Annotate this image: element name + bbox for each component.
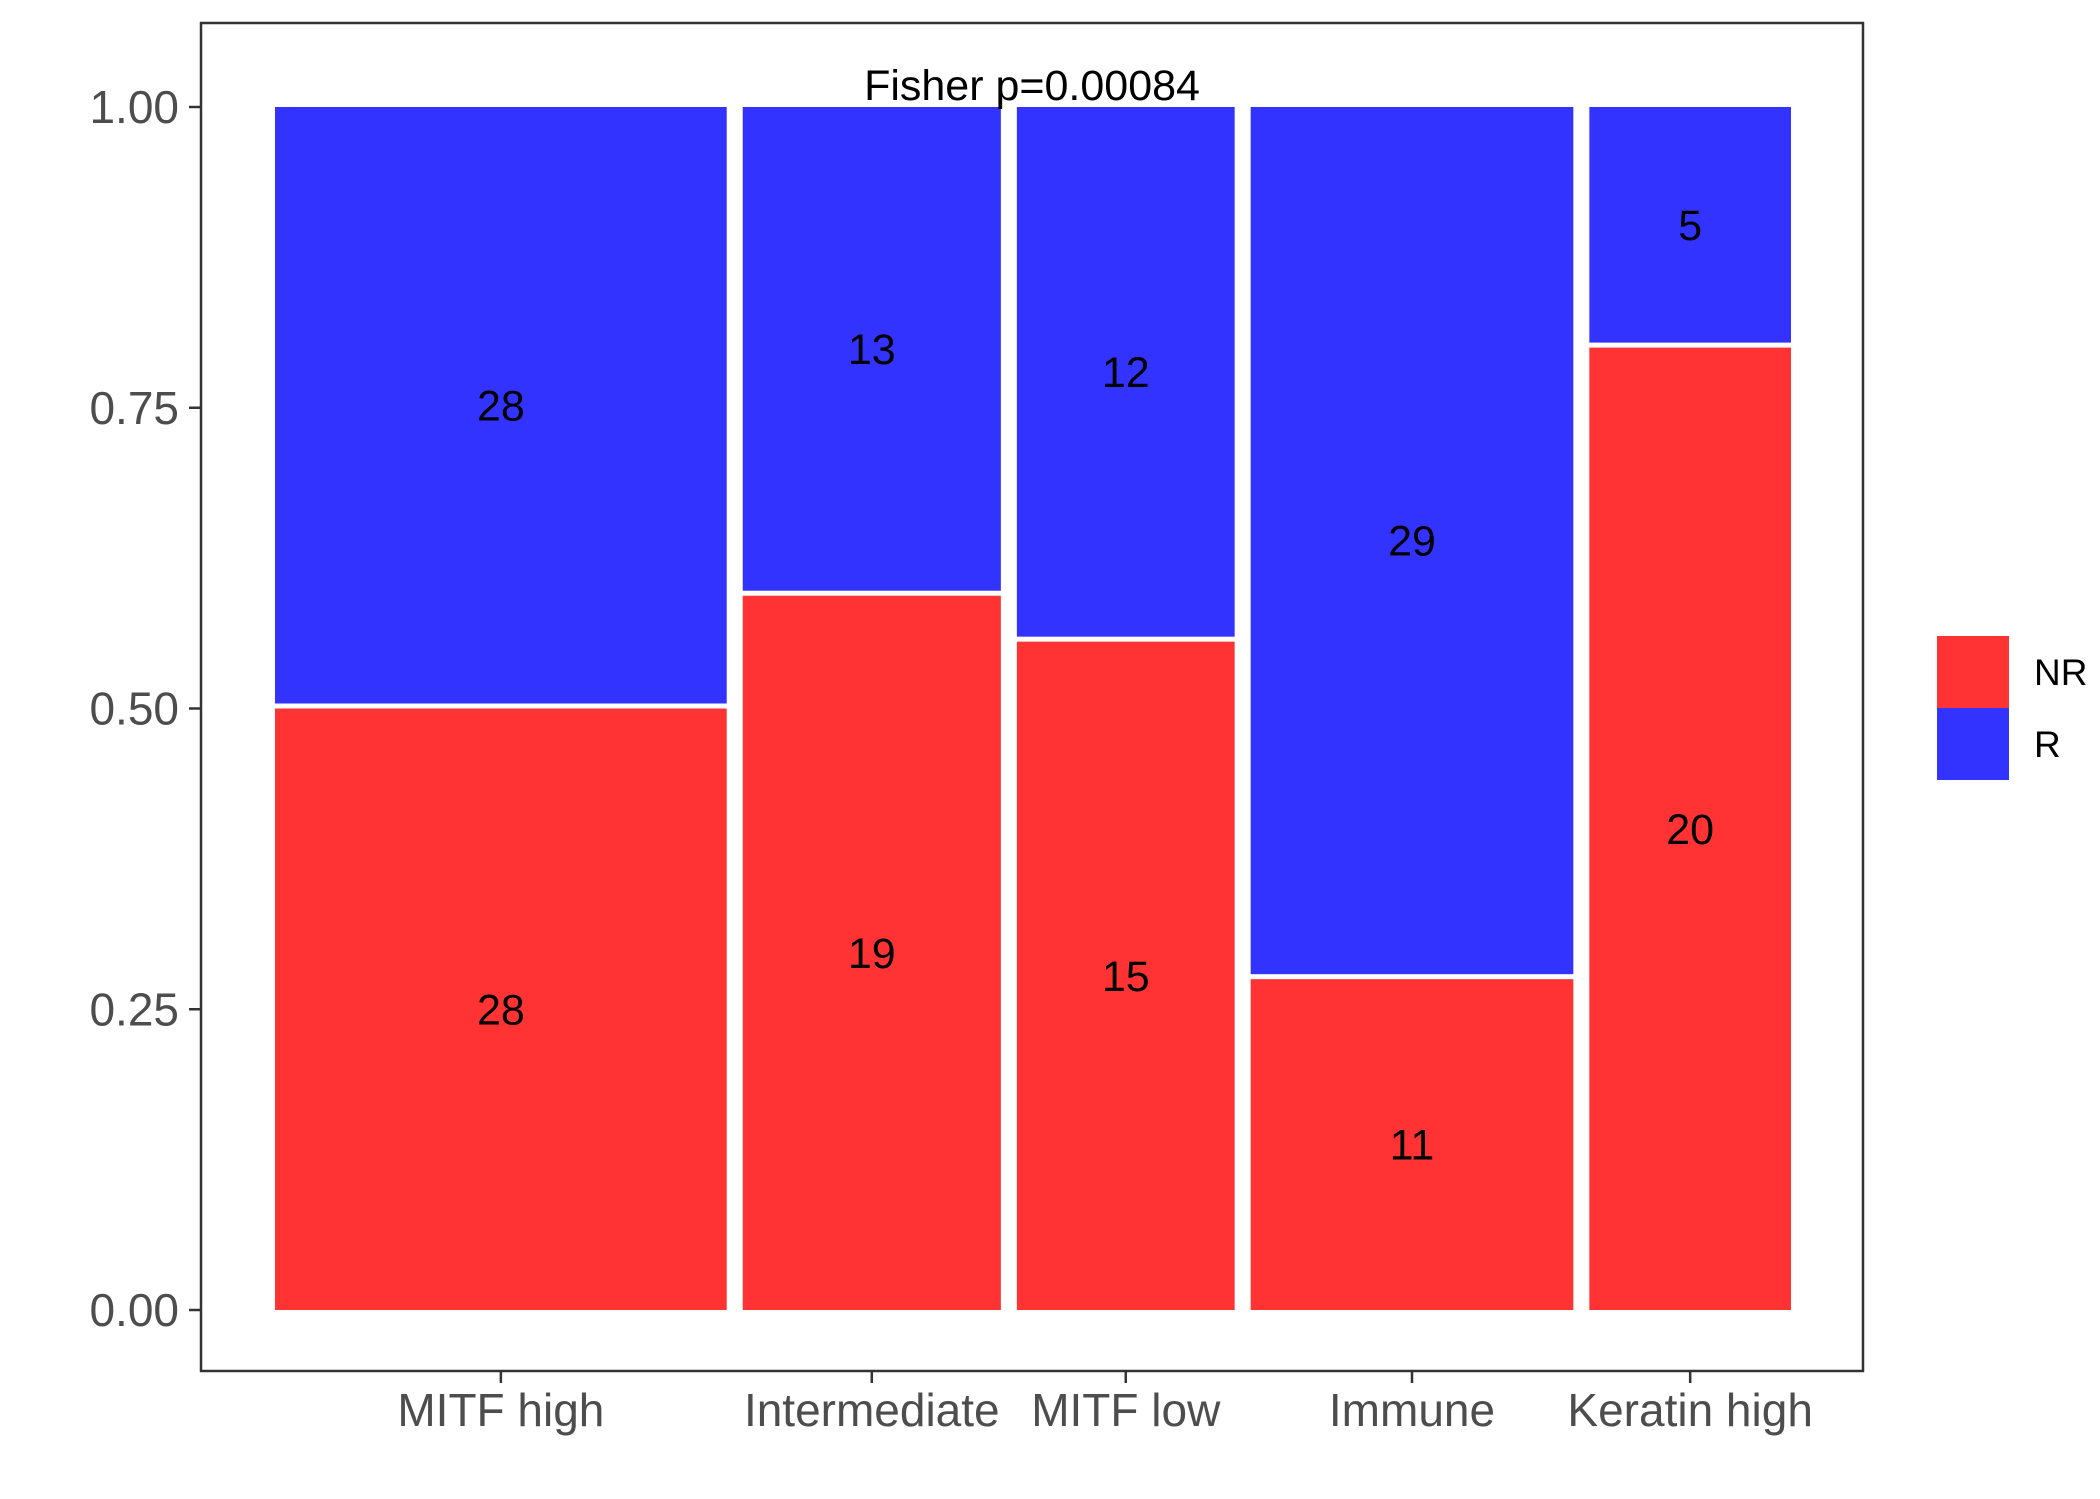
x-tick-label: Keratin high <box>1567 1384 1813 1436</box>
bar-value-label: 15 <box>1102 953 1150 1001</box>
bars-group <box>275 107 1791 1311</box>
legend-label-r: R <box>2034 724 2061 765</box>
y-axis: 0.00 0.25 0.50 0.75 1.00 <box>89 81 201 1336</box>
bar-labels-group: 28 28 19 13 15 12 11 29 20 5 <box>477 202 1714 1170</box>
x-tick-label: MITF low <box>1031 1384 1221 1436</box>
bar-value-label: 13 <box>848 326 896 374</box>
bar-r-0 <box>275 107 727 704</box>
bar-value-label: 28 <box>477 382 525 430</box>
bar-nr-4 <box>1589 347 1791 1311</box>
bar-value-label: 5 <box>1678 202 1702 250</box>
bar-value-label: 19 <box>848 930 896 978</box>
x-tick-label: Intermediate <box>744 1384 1000 1436</box>
bar-nr-0 <box>275 708 727 1310</box>
bar-r-1 <box>742 107 1001 591</box>
x-tick-label: MITF high <box>397 1384 604 1436</box>
bar-value-label: 29 <box>1388 518 1436 566</box>
bar-value-label: 20 <box>1666 806 1714 854</box>
legend-label-nr: NR <box>2034 652 2087 693</box>
fisher-annotation: Fisher p=0.00084 <box>864 62 1200 110</box>
bar-nr-1 <box>742 595 1001 1310</box>
y-tick-label: 0.00 <box>89 1284 179 1336</box>
legend: NR R <box>1937 636 2087 780</box>
bar-r-4 <box>1589 107 1791 343</box>
legend-key-nr <box>1937 636 2009 708</box>
bar-r-3 <box>1250 107 1574 975</box>
y-tick-label: 0.75 <box>89 382 179 434</box>
y-tick-label: 1.00 <box>89 81 179 133</box>
bar-nr-3 <box>1250 979 1574 1310</box>
bar-value-label: 12 <box>1102 349 1150 397</box>
bar-nr-2 <box>1016 641 1235 1310</box>
y-tick-label: 0.50 <box>89 683 179 735</box>
x-tick-label: Immune <box>1329 1384 1495 1436</box>
bar-r-2 <box>1016 107 1235 637</box>
y-tick-label: 0.25 <box>89 983 179 1035</box>
legend-key-r <box>1937 708 2009 780</box>
bar-value-label: 28 <box>477 986 525 1034</box>
x-axis: MITF high Intermediate MITF low Immune Kerat… <box>397 1371 1813 1436</box>
bar-value-label: 11 <box>1390 1122 1435 1170</box>
